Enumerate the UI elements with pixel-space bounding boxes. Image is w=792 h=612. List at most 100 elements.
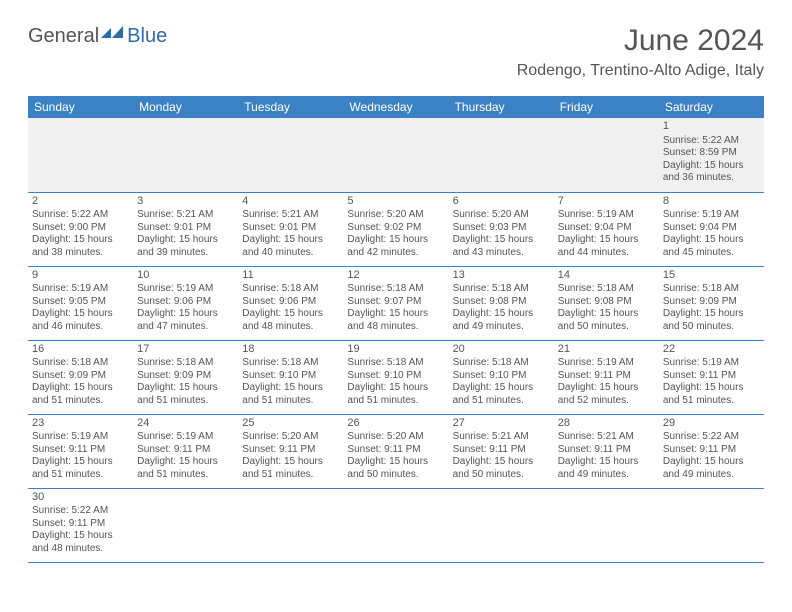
- day-cell: 14Sunrise: 5:18 AMSunset: 9:08 PMDayligh…: [554, 266, 659, 340]
- daylight-line: Daylight: 15 hours and 50 minutes.: [663, 308, 760, 333]
- day-cell: 23Sunrise: 5:19 AMSunset: 9:11 PMDayligh…: [28, 414, 133, 488]
- location: Rodengo, Trentino-Alto Adige, Italy: [517, 62, 764, 80]
- sunrise-line: Sunrise: 5:19 AM: [558, 209, 655, 222]
- day-number: 15: [663, 269, 760, 283]
- logo: General Blue: [28, 24, 167, 48]
- sunset-line: Sunset: 9:04 PM: [558, 222, 655, 235]
- day-number: 13: [453, 269, 550, 283]
- week-row: 23Sunrise: 5:19 AMSunset: 9:11 PMDayligh…: [28, 414, 764, 488]
- sunset-line: Sunset: 9:11 PM: [32, 444, 129, 457]
- sunset-line: Sunset: 9:06 PM: [242, 296, 339, 309]
- day-number: 26: [347, 417, 444, 431]
- daylight-line: Daylight: 15 hours and 46 minutes.: [32, 308, 129, 333]
- sunrise-line: Sunrise: 5:20 AM: [347, 431, 444, 444]
- day-header: Saturday: [659, 96, 764, 118]
- sunset-line: Sunset: 9:05 PM: [32, 296, 129, 309]
- sunrise-line: Sunrise: 5:21 AM: [453, 431, 550, 444]
- day-cell: 21Sunrise: 5:19 AMSunset: 9:11 PMDayligh…: [554, 340, 659, 414]
- sunset-line: Sunset: 9:09 PM: [663, 296, 760, 309]
- sunset-line: Sunset: 9:06 PM: [137, 296, 234, 309]
- day-number: 3: [137, 195, 234, 209]
- daylight-line: Daylight: 15 hours and 51 minutes.: [242, 456, 339, 481]
- day-number: 2: [32, 195, 129, 209]
- week-row: 1Sunrise: 5:22 AMSunset: 8:59 PMDaylight…: [28, 118, 764, 192]
- sunset-line: Sunset: 9:10 PM: [453, 370, 550, 383]
- day-number: 12: [347, 269, 444, 283]
- day-cell: 10Sunrise: 5:19 AMSunset: 9:06 PMDayligh…: [133, 266, 238, 340]
- daylight-line: Daylight: 15 hours and 47 minutes.: [137, 308, 234, 333]
- day-cell: 26Sunrise: 5:20 AMSunset: 9:11 PMDayligh…: [343, 414, 448, 488]
- logo-text-general: General: [28, 25, 99, 48]
- day-cell: 3Sunrise: 5:21 AMSunset: 9:01 PMDaylight…: [133, 192, 238, 266]
- sunrise-line: Sunrise: 5:22 AM: [32, 505, 129, 518]
- sunset-line: Sunset: 9:01 PM: [137, 222, 234, 235]
- daylight-line: Daylight: 15 hours and 51 minutes.: [242, 382, 339, 407]
- sunset-line: Sunset: 9:11 PM: [663, 370, 760, 383]
- day-cell: [554, 488, 659, 562]
- week-row: 2Sunrise: 5:22 AMSunset: 9:00 PM Daylight…: [28, 192, 764, 266]
- day-number: 25: [242, 417, 339, 431]
- sunset-line: Sunset: 9:11 PM: [558, 370, 655, 383]
- day-header: Tuesday: [238, 96, 343, 118]
- daylight-line: Daylight: 15 hours and 44 minutes.: [558, 234, 655, 259]
- day-cell: [659, 488, 764, 562]
- week-row: 16Sunrise: 5:18 AMSunset: 9:09 PMDayligh…: [28, 340, 764, 414]
- day-cell: [343, 118, 448, 192]
- sunrise-line: Sunrise: 5:22 AM: [663, 135, 760, 148]
- sunset-line: Sunset: 9:00 PM: [32, 222, 129, 235]
- day-cell: 15Sunrise: 5:18 AMSunset: 9:09 PMDayligh…: [659, 266, 764, 340]
- sunset-line: Sunset: 9:11 PM: [558, 444, 655, 457]
- daylight-line: Daylight: 15 hours and 50 minutes.: [453, 456, 550, 481]
- calendar-table: SundayMondayTuesdayWednesdayThursdayFrid…: [28, 96, 764, 563]
- sunrise-line: Sunrise: 5:22 AM: [32, 209, 129, 222]
- day-cell: 16Sunrise: 5:18 AMSunset: 9:09 PMDayligh…: [28, 340, 133, 414]
- sunset-line: Sunset: 9:02 PM: [347, 222, 444, 235]
- daylight-line: Daylight: 15 hours and 51 minutes.: [453, 382, 550, 407]
- sunrise-line: Sunrise: 5:18 AM: [137, 357, 234, 370]
- sunrise-line: Sunrise: 5:19 AM: [32, 431, 129, 444]
- sunset-line: Sunset: 9:11 PM: [32, 518, 129, 531]
- day-cell: 25Sunrise: 5:20 AMSunset: 9:11 PMDayligh…: [238, 414, 343, 488]
- daylight-line: Daylight: 15 hours and 42 minutes.: [347, 234, 444, 259]
- day-cell: 20Sunrise: 5:18 AMSunset: 9:10 PMDayligh…: [449, 340, 554, 414]
- day-number: 29: [663, 417, 760, 431]
- day-number: 4: [242, 195, 339, 209]
- day-cell: [28, 118, 133, 192]
- day-header: Thursday: [449, 96, 554, 118]
- sunset-line: Sunset: 9:10 PM: [242, 370, 339, 383]
- sunset-line: Sunset: 9:04 PM: [663, 222, 760, 235]
- day-cell: 12Sunrise: 5:18 AMSunset: 9:07 PMDayligh…: [343, 266, 448, 340]
- sunrise-line: Sunrise: 5:20 AM: [453, 209, 550, 222]
- daylight-line: Daylight: 15 hours and 49 minutes.: [663, 456, 760, 481]
- day-cell: [449, 118, 554, 192]
- day-cell: 22Sunrise: 5:19 AMSunset: 9:11 PMDayligh…: [659, 340, 764, 414]
- daylight-line: Daylight: 15 hours and 51 minutes.: [137, 382, 234, 407]
- day-cell: 27Sunrise: 5:21 AMSunset: 9:11 PMDayligh…: [449, 414, 554, 488]
- sunset-line: Sunset: 9:11 PM: [663, 444, 760, 457]
- sunrise-line: Sunrise: 5:21 AM: [558, 431, 655, 444]
- day-cell: [554, 118, 659, 192]
- day-number: 18: [242, 343, 339, 357]
- day-cell: 24Sunrise: 5:19 AMSunset: 9:11 PMDayligh…: [133, 414, 238, 488]
- month-title: June 2024: [517, 24, 764, 58]
- day-header: Wednesday: [343, 96, 448, 118]
- sunrise-line: Sunrise: 5:18 AM: [347, 357, 444, 370]
- day-number: 5: [347, 195, 444, 209]
- daylight-line: Daylight: 15 hours and 51 minutes.: [32, 456, 129, 481]
- sunset-line: Sunset: 9:08 PM: [453, 296, 550, 309]
- day-cell: 30Sunrise: 5:22 AMSunset: 9:11 PMDayligh…: [28, 488, 133, 562]
- sunrise-line: Sunrise: 5:21 AM: [137, 209, 234, 222]
- sunset-line: Sunset: 9:09 PM: [137, 370, 234, 383]
- day-number: 11: [242, 269, 339, 283]
- sunrise-line: Sunrise: 5:19 AM: [32, 283, 129, 296]
- day-cell: 18Sunrise: 5:18 AMSunset: 9:10 PMDayligh…: [238, 340, 343, 414]
- day-cell: [133, 488, 238, 562]
- sunrise-line: Sunrise: 5:19 AM: [558, 357, 655, 370]
- day-number: 23: [32, 417, 129, 431]
- sunrise-line: Sunrise: 5:21 AM: [242, 209, 339, 222]
- week-row: 30Sunrise: 5:22 AMSunset: 9:11 PMDayligh…: [28, 488, 764, 562]
- daylight-line: Daylight: 15 hours and 51 minutes.: [663, 382, 760, 407]
- sunset-line: Sunset: 9:11 PM: [137, 444, 234, 457]
- sunrise-line: Sunrise: 5:18 AM: [242, 283, 339, 296]
- day-cell: 9Sunrise: 5:19 AMSunset: 9:05 PMDaylight…: [28, 266, 133, 340]
